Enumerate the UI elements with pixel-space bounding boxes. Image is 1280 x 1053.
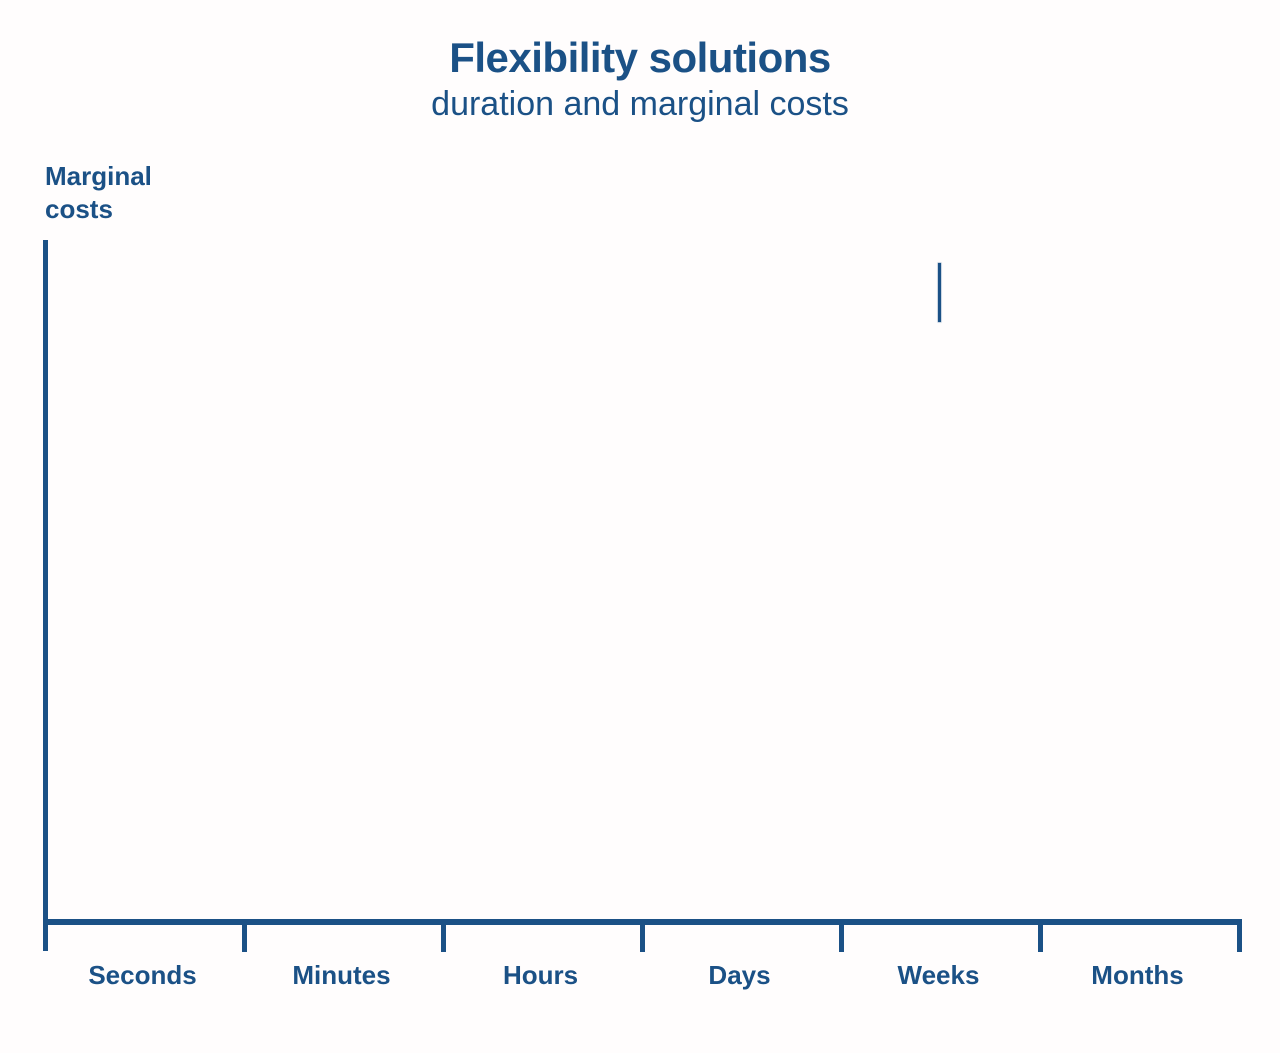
x-tick bbox=[839, 919, 844, 952]
x-axis-label-minutes: Minutes bbox=[292, 960, 391, 990]
y-axis-label: Marginal costs bbox=[45, 161, 152, 224]
x-tick bbox=[242, 919, 247, 952]
x-axis-label-days: Days bbox=[708, 960, 771, 990]
chart-title: Flexibility solutions bbox=[449, 34, 831, 81]
x-tick bbox=[1237, 919, 1242, 952]
weeks-annotation-stroke bbox=[938, 263, 941, 322]
x-axis-label-seconds: Seconds bbox=[88, 960, 197, 990]
x-axis-label-weeks: Weeks bbox=[897, 960, 980, 990]
x-axis-label-hours: Hours bbox=[502, 960, 579, 990]
x-tick bbox=[640, 919, 645, 952]
chart-subtitle: duration and marginal costs bbox=[431, 85, 849, 123]
x-tick bbox=[441, 919, 446, 952]
y-axis-line bbox=[43, 240, 48, 951]
x-axis-label-months: Months bbox=[1091, 960, 1184, 990]
x-tick bbox=[1038, 919, 1043, 952]
